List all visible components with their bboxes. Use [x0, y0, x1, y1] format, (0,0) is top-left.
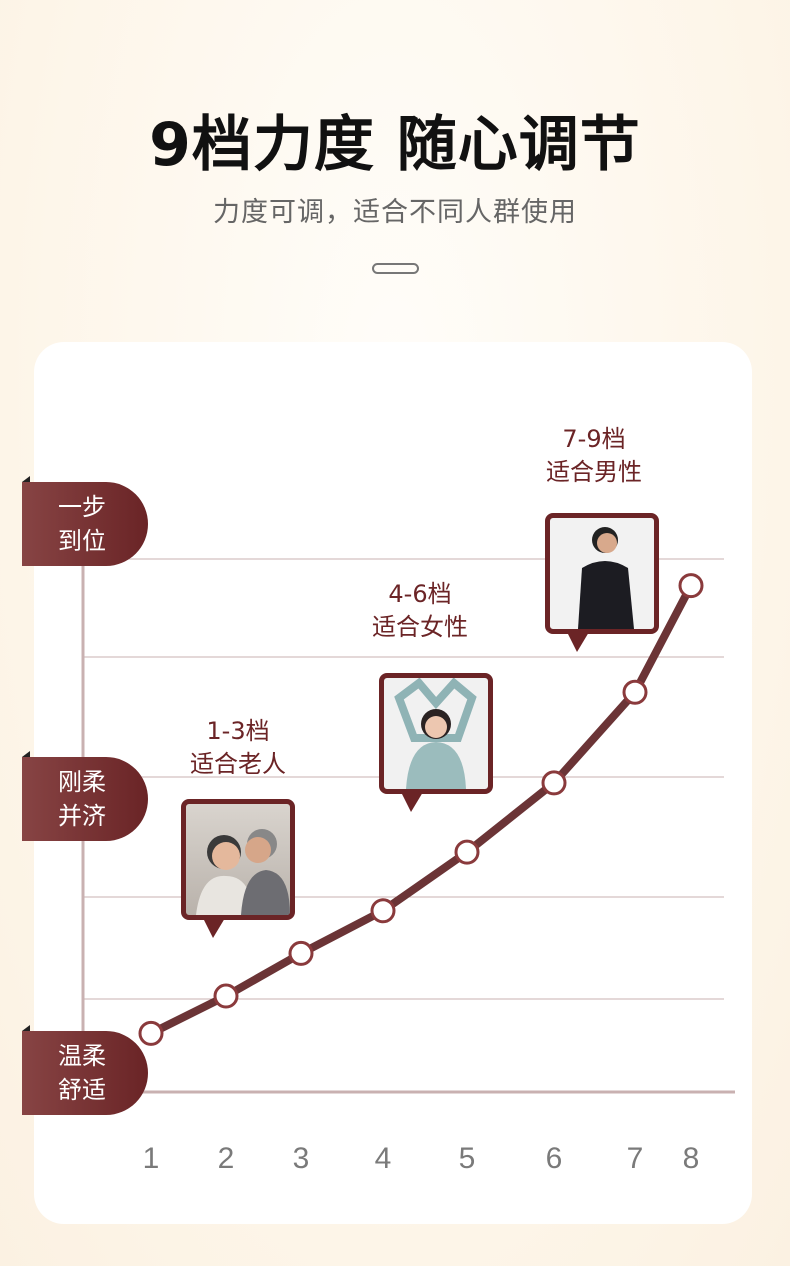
photo-elderly-couple: [181, 799, 295, 920]
series-line: [149, 583, 695, 1037]
data-point: [213, 983, 239, 1009]
x-tick-label: 7: [627, 1142, 644, 1175]
x-tick-label: 3: [293, 1142, 310, 1175]
y-label-line: 温柔: [58, 1042, 106, 1070]
y-label-line: 刚柔: [58, 768, 106, 796]
x-tick-label: 5: [459, 1142, 476, 1175]
x-tick-label: 2: [218, 1142, 235, 1175]
group-audience: 适合女性: [372, 613, 468, 641]
data-point: [541, 770, 567, 796]
y-label-middle: 刚柔 并济: [22, 751, 148, 841]
page-subtitle: 力度可调，适合不同人群使用: [213, 197, 577, 228]
group-label-elderly: 1-3档适合老人: [138, 715, 338, 781]
x-tick-label: 1: [143, 1142, 160, 1175]
group-audience: 适合男性: [546, 458, 642, 486]
divider-pill: [372, 263, 419, 274]
woman-illustration: [394, 678, 477, 789]
y-label-bottom: 温柔 舒适: [22, 1025, 148, 1115]
y-label-top: 一步 到位: [22, 476, 148, 566]
bubble-tail: [401, 792, 423, 812]
man-illustration: [578, 527, 634, 629]
group-audience: 适合老人: [190, 750, 286, 778]
data-point: [288, 940, 314, 966]
data-point: [454, 839, 480, 865]
y-label-line: 一步: [58, 493, 106, 521]
photo-man: [545, 513, 659, 634]
page-title: 9档力度 随心调节: [149, 110, 641, 180]
y-label-line: 到位: [58, 527, 106, 555]
elderly-couple-illustration: [196, 829, 290, 915]
photo-woman: [379, 673, 493, 794]
x-tick-label: 4: [375, 1142, 392, 1175]
group-label-men: 7-9档适合男性: [494, 423, 694, 489]
group-range: 7-9档: [562, 425, 626, 453]
data-point: [622, 679, 648, 705]
y-label-line: 并济: [58, 802, 106, 830]
bubble-tail: [567, 632, 589, 652]
data-point: [138, 1020, 164, 1046]
data-point: [370, 898, 396, 924]
group-range: 4-6档: [388, 580, 452, 608]
group-range: 1-3档: [206, 717, 270, 745]
x-tick-label: 6: [546, 1142, 563, 1175]
x-tick-label: 8: [683, 1142, 700, 1175]
data-point: [678, 573, 704, 599]
bubble-tail: [203, 918, 225, 938]
group-label-women: 4-6档适合女性: [320, 578, 520, 644]
y-label-line: 舒适: [58, 1076, 106, 1104]
